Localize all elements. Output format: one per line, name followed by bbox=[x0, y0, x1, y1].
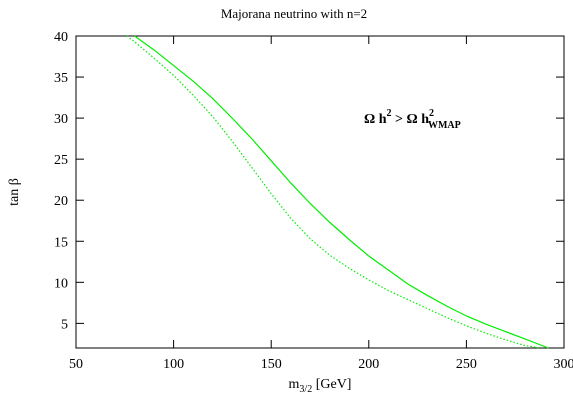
chart-title: Majorana neutrino with n=2 bbox=[221, 6, 367, 21]
x-axis: 50 100 150 200 250 300 bbox=[69, 36, 573, 372]
y-axis: 5 10 15 20 25 30 35 40 bbox=[54, 30, 564, 332]
y-tick-label: 40 bbox=[54, 30, 68, 45]
wmap-annotation: Ω h2 > Ω h2 WMAP bbox=[364, 108, 461, 131]
x-tick-label: 100 bbox=[163, 357, 184, 372]
y-tick-label: 30 bbox=[54, 112, 68, 127]
x-tick-label: 300 bbox=[554, 357, 573, 372]
y-tick-label: 15 bbox=[54, 235, 68, 250]
y-tick-label: 20 bbox=[54, 194, 68, 209]
y-axis-label: tan β bbox=[7, 178, 22, 206]
x-tick-label: 200 bbox=[358, 357, 379, 372]
x-axis-label: m3/2 [GeV] bbox=[289, 377, 352, 395]
x-tick-label: 250 bbox=[456, 357, 477, 372]
x-axis-label-main: m bbox=[289, 377, 300, 392]
x-tick-label: 50 bbox=[69, 357, 83, 372]
annotation-exp1: 2 bbox=[387, 108, 392, 119]
annotation-exp2: 2 bbox=[429, 108, 434, 119]
series-line-solid bbox=[134, 35, 549, 349]
y-tick-label: 10 bbox=[54, 276, 68, 291]
y-tick-label: 35 bbox=[54, 71, 68, 86]
series-layer bbox=[126, 35, 549, 349]
annotation-rel: > Ω h bbox=[392, 112, 430, 127]
annotation-sub: WMAP bbox=[428, 120, 461, 131]
x-axis-label-sub: 3/2 bbox=[299, 384, 312, 395]
annotation-lhs: Ω h bbox=[364, 112, 387, 127]
x-tick-label: 150 bbox=[261, 357, 282, 372]
y-tick-label: 25 bbox=[54, 153, 68, 168]
y-tick-label: 5 bbox=[61, 317, 68, 332]
plot-frame bbox=[75, 35, 565, 349]
series-line-dotted bbox=[126, 35, 541, 349]
x-axis-label-unit: [GeV] bbox=[312, 377, 351, 392]
